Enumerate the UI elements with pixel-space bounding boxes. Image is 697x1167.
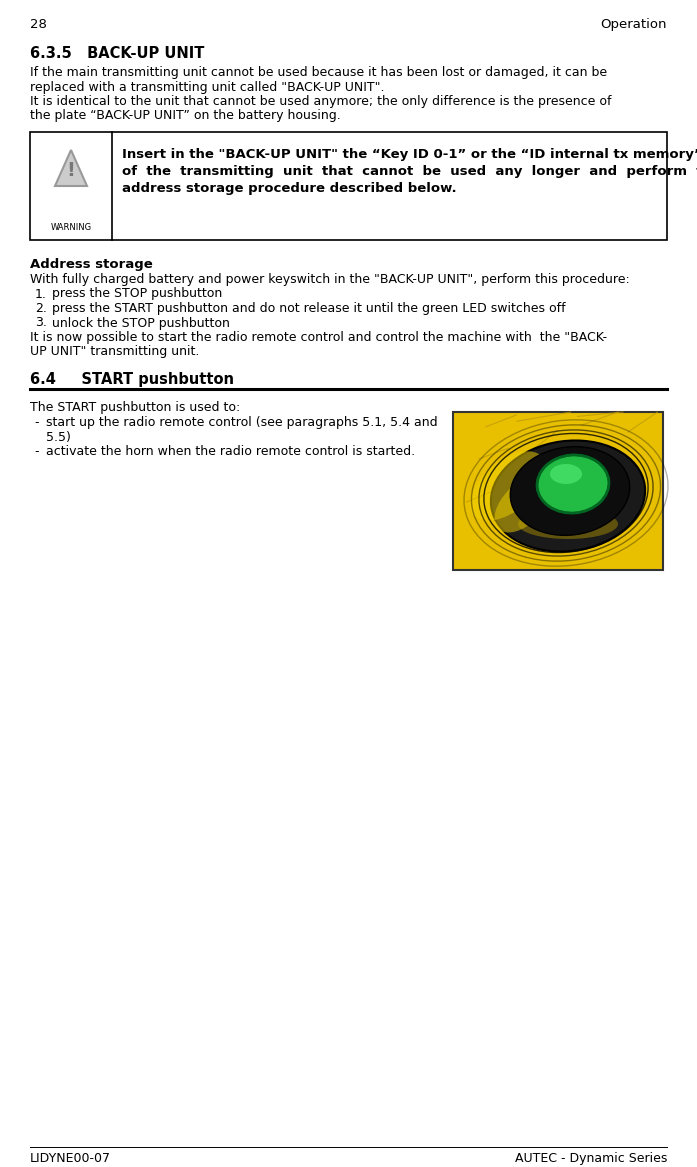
Text: !: !	[66, 161, 75, 181]
Text: 5.5): 5.5)	[46, 431, 71, 443]
Ellipse shape	[550, 464, 582, 484]
Text: If the main transmitting unit cannot be used because it has been lost or damaged: If the main transmitting unit cannot be …	[30, 67, 607, 79]
Ellipse shape	[470, 452, 546, 520]
Text: address storage procedure described below.: address storage procedure described belo…	[122, 182, 457, 195]
Text: 1.: 1.	[35, 287, 47, 300]
Text: press the STOP pushbutton: press the STOP pushbutton	[52, 287, 222, 300]
Text: -: -	[34, 415, 38, 429]
Ellipse shape	[518, 509, 618, 539]
Text: 3.: 3.	[35, 316, 47, 329]
Polygon shape	[55, 151, 87, 186]
Text: 2.: 2.	[35, 302, 47, 315]
Bar	[453, 412, 663, 569]
Text: replaced with a transmitting unit called "BACK-UP UNIT".: replaced with a transmitting unit called…	[30, 81, 385, 93]
Text: UP UNIT" transmitting unit.: UP UNIT" transmitting unit.	[30, 345, 199, 358]
Text: The START pushbutton is used to:: The START pushbutton is used to:	[30, 401, 240, 414]
Text: activate the horn when the radio remote control is started.: activate the horn when the radio remote …	[46, 445, 415, 457]
Ellipse shape	[537, 455, 609, 513]
Text: 6.3.5   BACK-UP UNIT: 6.3.5 BACK-UP UNIT	[30, 46, 204, 61]
Text: -: -	[34, 445, 38, 457]
Text: It is now possible to start the radio remote control and control the machine wit: It is now possible to start the radio re…	[30, 331, 607, 344]
Text: AUTEC - Dynamic Series: AUTEC - Dynamic Series	[514, 1152, 667, 1165]
Text: unlock the STOP pushbutton: unlock the STOP pushbutton	[52, 316, 230, 329]
Text: Address storage: Address storage	[30, 258, 153, 271]
Text: Operation: Operation	[601, 18, 667, 32]
Text: 28: 28	[30, 18, 47, 32]
Text: LIDYNE00-07: LIDYNE00-07	[30, 1152, 111, 1165]
Bar	[30, 132, 667, 240]
Ellipse shape	[494, 475, 551, 532]
Text: start up the radio remote control (see paragraphs 5.1, 5.4 and: start up the radio remote control (see p…	[46, 415, 438, 429]
Ellipse shape	[510, 447, 629, 536]
Text: It is identical to the unit that cannot be used anymore; the only difference is : It is identical to the unit that cannot …	[30, 95, 611, 109]
Text: the plate “BACK-UP UNIT” on the battery housing.: the plate “BACK-UP UNIT” on the battery …	[30, 110, 341, 123]
Text: of  the  transmitting  unit  that  cannot  be  used  any  longer  and  perform  : of the transmitting unit that cannot be …	[122, 165, 697, 179]
Ellipse shape	[491, 440, 645, 552]
Text: WARNING: WARNING	[50, 223, 91, 232]
Text: With fully charged battery and power keyswitch in the "BACK-UP UNIT", perform th: With fully charged battery and power key…	[30, 273, 630, 286]
Text: 6.4     START pushbutton: 6.4 START pushbutton	[30, 372, 234, 387]
Text: press the START pushbutton and do not release it until the green LED switches of: press the START pushbutton and do not re…	[52, 302, 566, 315]
Text: Insert in the "BACK-UP UNIT" the “Key ID 0-1” or the “ID internal tx memory”: Insert in the "BACK-UP UNIT" the “Key ID…	[122, 148, 697, 161]
